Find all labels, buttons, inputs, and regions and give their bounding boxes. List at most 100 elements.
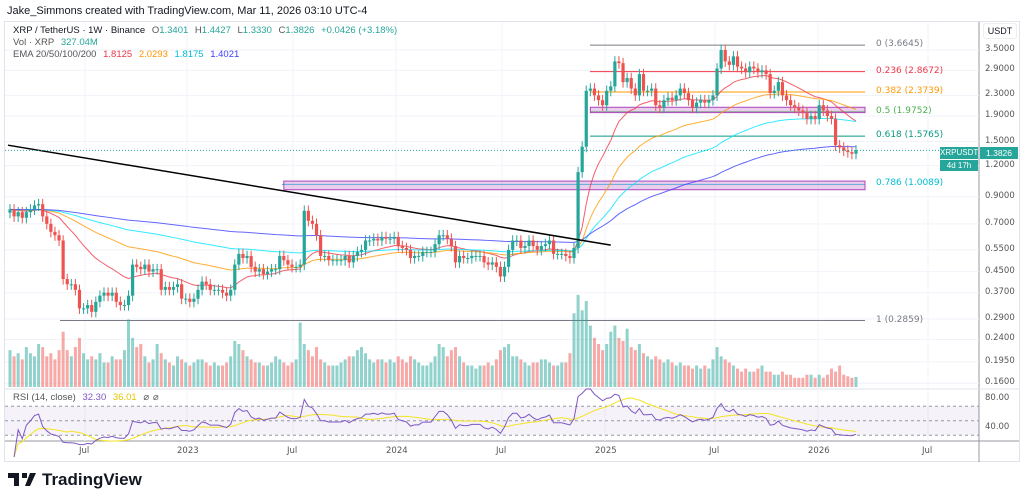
volume-bar (274, 356, 278, 387)
candle-body (703, 100, 707, 103)
volume-bar (306, 350, 310, 387)
ema-legend: EMA 20/50/100/200 1.8125 2.0293 1.8175 1… (13, 49, 243, 60)
candle-body (474, 255, 478, 257)
fib-level-label: 0.786 (1.0089) (876, 178, 944, 189)
volume-label[interactable]: Vol · XRP (13, 37, 55, 48)
candle-body (73, 284, 77, 290)
volume-bar (752, 371, 756, 387)
candle-body (699, 100, 703, 103)
volume-bar (204, 362, 208, 387)
candle-body (69, 284, 73, 286)
volume-bar (77, 337, 81, 387)
candle-body (682, 88, 686, 94)
candle-body (580, 146, 584, 173)
volume-bar (678, 362, 682, 387)
price-tick: 0.1600 (985, 377, 1015, 388)
candle-body (126, 295, 131, 306)
hidden-icon[interactable]: ⌀ (143, 392, 150, 403)
candle-body (784, 95, 789, 101)
volume-bar (118, 359, 122, 387)
volume-bar (691, 368, 695, 387)
volume-bar (409, 356, 413, 387)
candle-body (396, 236, 400, 247)
candle-body (605, 90, 609, 106)
volume-bar (315, 347, 319, 387)
volume-bar (41, 347, 45, 387)
volume-bar (793, 377, 797, 387)
volume-bar (147, 362, 151, 387)
candle-body (764, 70, 768, 75)
high-value: 1.4427 (201, 25, 231, 36)
volume-bar (686, 365, 690, 387)
candle-body (768, 74, 772, 94)
last-price-symbol: XRPUSDT (940, 147, 979, 159)
ema-label[interactable]: EMA 20/50/100/200 (13, 49, 97, 60)
volume-bar (184, 362, 188, 387)
candle-body (457, 255, 462, 263)
volume-bar (785, 374, 789, 387)
price-tick: 0.5500 (985, 243, 1015, 254)
volume-bar (176, 356, 180, 387)
candle-body (449, 238, 453, 247)
fib-level-label: 0.618 (1.5765) (876, 130, 944, 141)
volume-bar (637, 344, 641, 387)
volume-value: 327.04M (60, 37, 98, 48)
price-tick: 0.2400 (985, 333, 1015, 344)
volume-bar (208, 365, 212, 387)
volume-bar (421, 365, 425, 387)
price-tick: 1.5000 (985, 135, 1015, 146)
candle-body (65, 279, 69, 285)
candle-body (102, 292, 106, 296)
open-label: O (151, 25, 160, 36)
candle-body (425, 251, 429, 253)
volume-bar (466, 365, 470, 387)
volume-bar (511, 356, 515, 387)
tradingview-logo[interactable]: TradingView (8, 470, 142, 490)
candle-body (568, 255, 572, 259)
candle-body (278, 255, 282, 270)
ema100-value: 1.8175 (174, 49, 204, 60)
volume-bar (731, 365, 735, 387)
volume-bar (805, 374, 809, 387)
ema20-line (9, 74, 857, 289)
fib-level-label: 0.5 (1.9752) (876, 105, 932, 116)
candle-body (637, 74, 641, 96)
candle-body (543, 244, 547, 247)
volume-bar (135, 347, 139, 387)
hidden-icon[interactable]: ⌀ (153, 392, 159, 403)
candle-body (825, 110, 829, 117)
volume-bar (384, 362, 388, 387)
change-value: +0.0426 (+3.18%) (321, 25, 398, 36)
candle-body (106, 292, 110, 296)
volume-bar (825, 374, 829, 387)
volume-bar (503, 347, 507, 387)
symbol-name[interactable]: XRP / TetherUS · 1W · Binance (13, 25, 146, 36)
volume-bar (719, 356, 723, 387)
volume-bar (797, 377, 801, 387)
candle-body (376, 238, 380, 241)
rsi-label[interactable]: RSI (14, close) (13, 392, 76, 403)
volume-bar (813, 377, 817, 387)
candle-body (61, 240, 65, 280)
price-tick: 1.2000 (985, 159, 1015, 170)
candle-body (744, 68, 748, 73)
candle-body (801, 110, 805, 114)
time-tick: 2023 (177, 446, 199, 456)
candle-body (715, 68, 719, 96)
price-tick: 1.9000 (985, 110, 1015, 120)
candle-body (41, 204, 45, 217)
candle-body (470, 255, 474, 259)
volume-bar (82, 353, 86, 387)
price-zone (589, 106, 866, 114)
candle-body (372, 238, 376, 241)
price-zone (283, 180, 866, 191)
volume-bar (12, 356, 16, 387)
candle-body (200, 281, 204, 290)
currency-unit[interactable]: USDT (983, 23, 1017, 39)
candle-body (502, 266, 507, 277)
volume-bar (159, 353, 163, 387)
volume-bar (396, 356, 400, 387)
candle-body (45, 216, 49, 224)
candle-body (829, 116, 834, 119)
